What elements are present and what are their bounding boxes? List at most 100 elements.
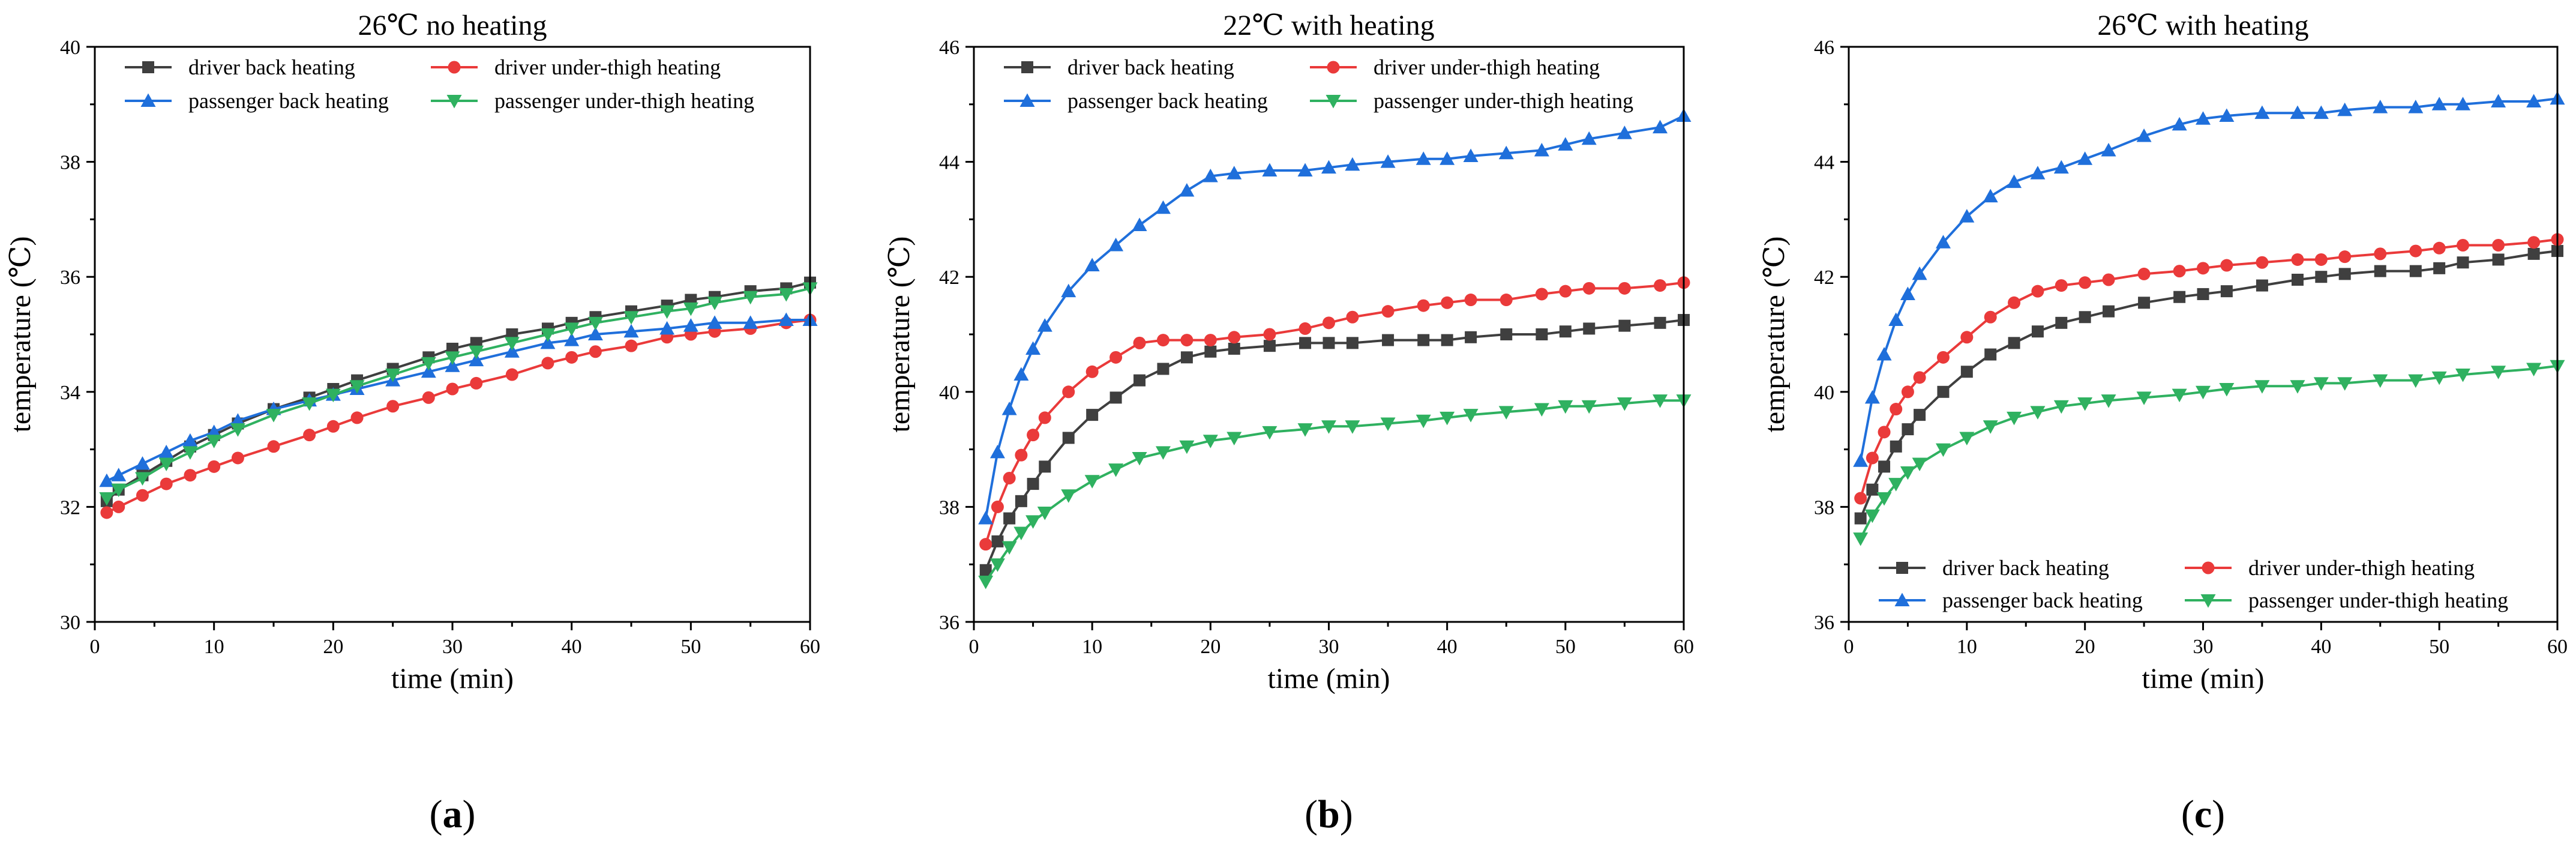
x-tick-label: 50 bbox=[680, 636, 701, 658]
data-point bbox=[2172, 116, 2187, 131]
plot-frame bbox=[973, 46, 1685, 623]
data-point bbox=[504, 337, 520, 351]
data-point bbox=[1085, 365, 1099, 378]
data-point bbox=[1581, 131, 1597, 145]
data-point bbox=[1001, 402, 1017, 415]
data-point bbox=[1155, 446, 1171, 460]
data-point bbox=[2431, 371, 2447, 385]
data-point bbox=[1263, 340, 1276, 352]
x-tick-label: 20 bbox=[2075, 636, 2095, 658]
data-point bbox=[1262, 163, 1277, 176]
data-point bbox=[182, 446, 198, 460]
data-point bbox=[1983, 420, 1998, 434]
data-point bbox=[1262, 426, 1277, 440]
data-point bbox=[1901, 385, 1914, 399]
data-point bbox=[659, 305, 675, 319]
data-point bbox=[1654, 279, 1667, 292]
data-point bbox=[743, 291, 758, 305]
y-axis-label: temperature (℃) bbox=[884, 237, 916, 433]
data-point bbox=[1132, 451, 1147, 466]
data-point bbox=[2527, 247, 2540, 260]
data-point bbox=[2337, 102, 2353, 116]
data-point bbox=[2408, 374, 2424, 388]
data-point bbox=[2254, 105, 2270, 119]
legend: driver back heating driver under-thigh he… bbox=[1879, 556, 2508, 612]
data-point bbox=[1321, 420, 1336, 434]
data-point bbox=[2291, 253, 2304, 266]
y-tick-label: 44 bbox=[1814, 152, 1834, 174]
data-point bbox=[2408, 100, 2424, 113]
data-point bbox=[1853, 453, 1869, 467]
data-point bbox=[1226, 432, 1242, 445]
data-point bbox=[158, 444, 174, 459]
data-point bbox=[2492, 239, 2505, 252]
data-point bbox=[266, 409, 281, 423]
data-point bbox=[1534, 142, 1549, 157]
data-point bbox=[1866, 451, 1879, 465]
data-point bbox=[589, 345, 602, 358]
data-point bbox=[1345, 157, 1360, 171]
data-point bbox=[2101, 142, 2116, 157]
series-driver-back bbox=[1854, 245, 2563, 525]
data-point bbox=[541, 357, 554, 370]
data-point bbox=[2457, 239, 2470, 252]
data-point bbox=[1876, 347, 1892, 361]
data-point bbox=[1346, 310, 1359, 324]
data-point bbox=[1382, 334, 1395, 346]
data-point bbox=[1900, 286, 1915, 300]
data-point bbox=[587, 316, 603, 331]
data-point bbox=[99, 473, 115, 487]
data-point bbox=[1984, 310, 1997, 324]
legend-item-driver-back: driver back heating bbox=[1879, 556, 2109, 580]
data-point bbox=[2053, 400, 2069, 414]
panel-label: (c) bbox=[2181, 792, 2225, 836]
plot-frame bbox=[94, 46, 811, 623]
data-point bbox=[1914, 409, 1926, 421]
legend-marker bbox=[1327, 61, 1340, 74]
data-point bbox=[989, 444, 1005, 459]
data-point bbox=[1061, 283, 1076, 298]
data-point bbox=[1299, 337, 1312, 349]
data-point bbox=[1157, 363, 1169, 375]
data-point bbox=[326, 420, 340, 433]
data-point bbox=[1003, 512, 1016, 525]
series-passenger-thigh bbox=[1853, 360, 2565, 546]
legend-item-driver-back: driver back heating bbox=[125, 55, 355, 79]
data-point bbox=[707, 297, 722, 310]
data-point bbox=[160, 477, 173, 490]
data-point bbox=[2136, 391, 2152, 405]
legend-item-driver-thigh: driver under-thigh heating bbox=[2185, 556, 2475, 580]
legend-label: passenger under-thigh heating bbox=[1374, 89, 1633, 113]
data-point bbox=[1084, 475, 1100, 489]
data-point bbox=[1416, 414, 1431, 429]
data-point bbox=[136, 489, 149, 502]
data-point bbox=[1001, 541, 1017, 555]
data-point bbox=[1900, 466, 1915, 480]
data-point bbox=[2527, 236, 2541, 249]
data-point bbox=[1015, 495, 1027, 507]
y-axis-label: temperature (℃) bbox=[5, 237, 37, 433]
data-point bbox=[1617, 125, 1632, 139]
data-point bbox=[445, 351, 460, 365]
data-point bbox=[1498, 145, 1514, 160]
data-point bbox=[1133, 374, 1146, 387]
y-tick-label: 42 bbox=[939, 267, 959, 289]
data-point bbox=[2313, 377, 2329, 391]
legend-label: passenger back heating bbox=[1067, 89, 1268, 113]
data-point bbox=[325, 388, 341, 403]
y-tick-label: 40 bbox=[60, 37, 80, 59]
data-point bbox=[1559, 325, 1572, 338]
data-point bbox=[1876, 492, 1892, 506]
data-point bbox=[2290, 105, 2305, 119]
data-point bbox=[349, 380, 365, 394]
data-point bbox=[2409, 244, 2422, 258]
data-point bbox=[2219, 383, 2235, 397]
data-point bbox=[1228, 342, 1240, 355]
legend-label: driver under-thigh heating bbox=[2248, 556, 2475, 580]
panel-label: (a) bbox=[430, 792, 476, 836]
data-point bbox=[1583, 322, 1596, 335]
data-point bbox=[1027, 429, 1040, 442]
data-point bbox=[683, 318, 698, 332]
data-point bbox=[1180, 351, 1193, 364]
